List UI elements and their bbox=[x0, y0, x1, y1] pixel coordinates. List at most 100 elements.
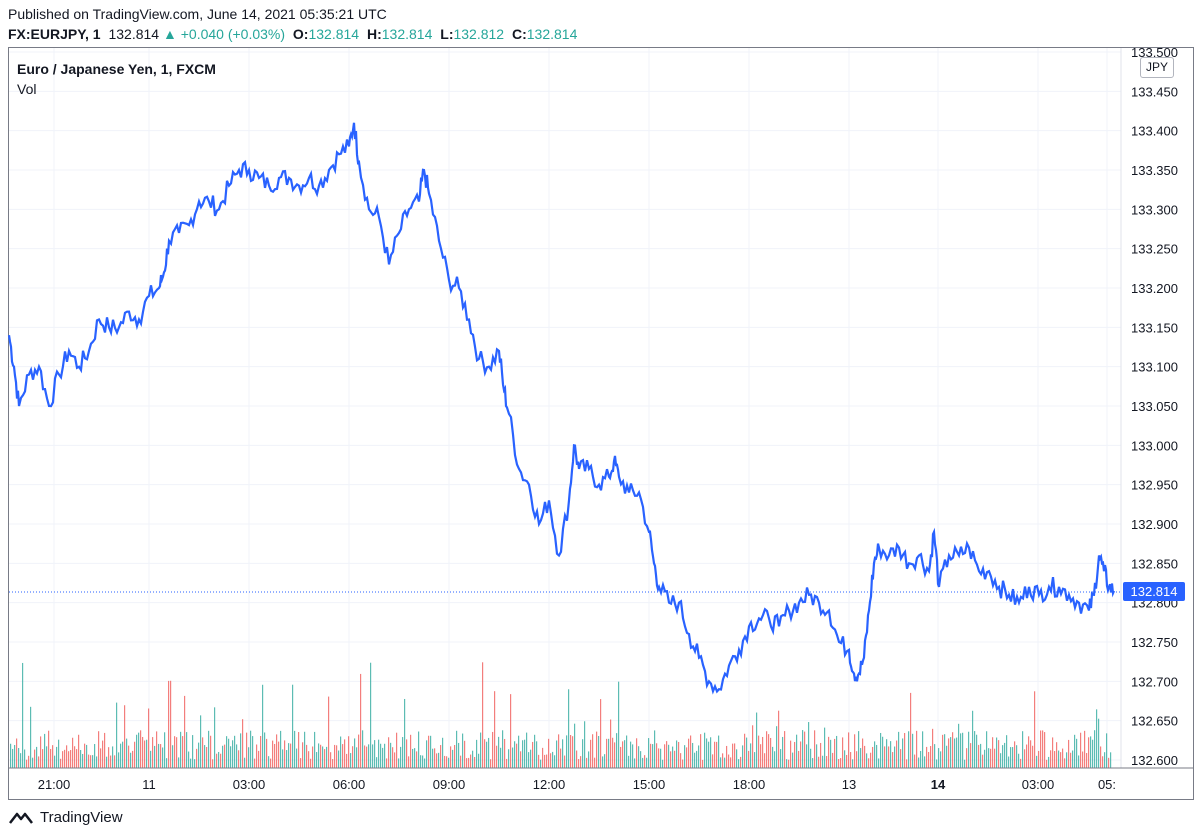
volume-bar bbox=[128, 745, 130, 768]
currency-button[interactable]: JPY bbox=[1140, 57, 1174, 78]
volume-bar bbox=[930, 746, 932, 768]
current-price-tag: 132.814 bbox=[1123, 582, 1185, 601]
volume-bar bbox=[886, 739, 888, 768]
volume-bar bbox=[934, 744, 936, 768]
volume-bar bbox=[984, 749, 986, 768]
volume-bar bbox=[552, 751, 554, 768]
volume-bar bbox=[1022, 731, 1024, 768]
y-tick-label: 133.400 bbox=[1131, 124, 1178, 139]
volume-bar bbox=[54, 755, 56, 768]
volume-bar bbox=[330, 752, 332, 768]
volume-bar bbox=[872, 746, 874, 768]
volume-bar bbox=[460, 755, 462, 768]
volume-bar bbox=[600, 699, 602, 768]
y-tick-label: 133.350 bbox=[1131, 163, 1178, 178]
volume-bar bbox=[530, 749, 532, 768]
volume-bar bbox=[904, 733, 906, 768]
volume-bar bbox=[136, 734, 138, 768]
volume-bar bbox=[116, 702, 118, 768]
volume-bar bbox=[634, 758, 636, 768]
volume-bar bbox=[354, 738, 356, 768]
volume-bar bbox=[906, 759, 908, 768]
volume-bar bbox=[190, 758, 192, 768]
volume-bar bbox=[36, 746, 38, 768]
volume-bar bbox=[262, 684, 264, 768]
volume-bar bbox=[778, 710, 780, 768]
volume-bar bbox=[382, 747, 384, 768]
tradingview-logo-icon[interactable] bbox=[8, 810, 34, 826]
volume-bar bbox=[48, 730, 50, 768]
volume-bar bbox=[744, 733, 746, 768]
volume-bar bbox=[878, 758, 880, 768]
volume-bar bbox=[494, 691, 496, 768]
volume-bar bbox=[64, 749, 66, 768]
volume-bar bbox=[920, 750, 922, 768]
volume-bar bbox=[686, 747, 688, 768]
volume-bar bbox=[982, 754, 984, 768]
volume-bar bbox=[1098, 718, 1100, 768]
open-label: O: bbox=[292, 26, 309, 42]
volume-bar bbox=[172, 745, 174, 768]
volume-bar bbox=[658, 748, 660, 768]
volume-bar bbox=[472, 750, 474, 768]
volume-bar bbox=[830, 739, 832, 768]
volume-bar bbox=[288, 743, 290, 768]
volume-bar bbox=[1036, 755, 1038, 768]
series-title[interactable]: Euro / Japanese Yen, 1, FXCM bbox=[17, 61, 216, 77]
volume-bar bbox=[114, 755, 116, 768]
volume-bar bbox=[664, 744, 666, 768]
volume-bar bbox=[248, 747, 250, 768]
volume-bar bbox=[684, 745, 686, 768]
volume-bar bbox=[668, 744, 670, 768]
volume-bar bbox=[60, 758, 62, 768]
volume-bar bbox=[846, 754, 848, 768]
volume-bar bbox=[708, 741, 710, 768]
volume-bar bbox=[548, 738, 550, 768]
volume-bar bbox=[998, 740, 1000, 768]
volume-bar bbox=[278, 741, 280, 768]
volume-bar bbox=[654, 730, 656, 768]
volume-bar bbox=[326, 746, 328, 768]
volume-bar bbox=[346, 753, 348, 768]
volume-bar bbox=[216, 753, 218, 768]
volume-bar bbox=[896, 740, 898, 768]
volume-bar bbox=[890, 741, 892, 768]
volume-bar bbox=[680, 753, 682, 768]
volume-bar bbox=[506, 758, 508, 768]
volume-bar bbox=[964, 759, 966, 768]
volume-bar bbox=[170, 680, 172, 768]
volume-bar bbox=[1094, 730, 1096, 768]
volume-bar bbox=[604, 754, 606, 768]
volume-bar bbox=[568, 689, 570, 768]
x-tick-label: 15:00 bbox=[633, 777, 666, 792]
volume-bar bbox=[234, 735, 236, 768]
volume-bar bbox=[792, 752, 794, 768]
volume-bar bbox=[432, 748, 434, 768]
volume-bar bbox=[528, 752, 530, 768]
volume-bar bbox=[366, 746, 368, 768]
volume-bar bbox=[230, 746, 232, 768]
volume-bar bbox=[1104, 752, 1106, 768]
x-tick-label: 03:00 bbox=[233, 777, 266, 792]
volume-bar bbox=[574, 723, 576, 768]
volume-bar bbox=[174, 736, 176, 768]
volume-bar bbox=[462, 733, 464, 768]
volume-bar bbox=[942, 734, 944, 768]
volume-bar bbox=[962, 732, 964, 768]
volume-bar bbox=[946, 745, 948, 768]
volume-bar bbox=[864, 745, 866, 768]
brand-name[interactable]: TradingView bbox=[40, 809, 123, 826]
volume-bar bbox=[516, 743, 518, 768]
y-tick-label: 132.850 bbox=[1131, 556, 1178, 571]
symbol-label[interactable]: FX:EURJPY, 1 bbox=[8, 26, 101, 42]
volume-bar bbox=[540, 759, 542, 768]
volume-bar bbox=[660, 748, 662, 768]
volume-bar bbox=[1072, 750, 1074, 768]
volume-bar bbox=[422, 755, 424, 768]
volume-label[interactable]: Vol bbox=[17, 81, 37, 97]
volume-bar bbox=[968, 731, 970, 768]
volume-bar bbox=[768, 734, 770, 768]
volume-bar bbox=[640, 751, 642, 768]
volume-bar bbox=[580, 756, 582, 768]
